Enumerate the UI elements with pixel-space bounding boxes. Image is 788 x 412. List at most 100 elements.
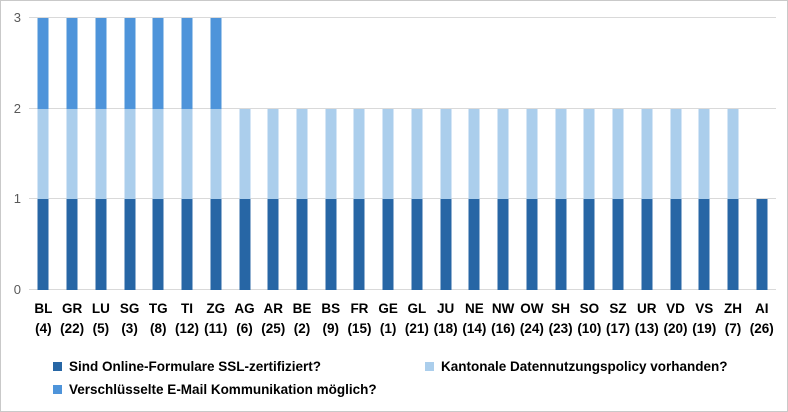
- bar-column-be: [288, 18, 317, 290]
- category-label-sz: SZ (17): [604, 299, 633, 339]
- bar-stack-ur: [641, 18, 653, 290]
- category-rank: (12): [175, 321, 200, 336]
- legend-swatch-icon: [53, 362, 62, 371]
- bar-segment-series1-vd: [670, 108, 682, 200]
- bar-segment-series1-ow: [526, 108, 538, 200]
- category-label-vd: VD (20): [661, 299, 690, 339]
- bar-stack-tg: [152, 18, 164, 290]
- bar-segment-series1-gl: [411, 108, 423, 200]
- bar-stack-be: [296, 18, 308, 290]
- category-code: FR: [350, 301, 369, 316]
- bar-stack-ar: [267, 18, 279, 290]
- bar-segment-series1-bl: [37, 108, 49, 200]
- bar-stack-ge: [382, 18, 394, 290]
- category-label-sg: SG (3): [115, 299, 144, 339]
- bar-segment-series1-zg: [210, 108, 222, 200]
- category-code: BL: [34, 301, 53, 316]
- bar-column-sg: [115, 18, 144, 290]
- bar-column-fr: [345, 18, 374, 290]
- bar-segment-series1-sh: [555, 108, 567, 200]
- category-code: GL: [407, 301, 427, 316]
- bar-segment-series0-bl: [37, 199, 49, 290]
- category-label-fr: FR (15): [345, 299, 374, 339]
- legend-label: Kantonale Datennutzungspolicy vorhanden?: [441, 359, 728, 374]
- category-rank: (15): [347, 321, 372, 336]
- y-axis: 0 1 2 3: [1, 10, 25, 297]
- bar-segment-series0-tg: [152, 199, 164, 290]
- category-rank: (3): [121, 321, 138, 336]
- category-label-tg: TG (8): [144, 299, 173, 339]
- bar-segment-series0-ju: [440, 199, 452, 290]
- legend-swatch-icon: [53, 385, 62, 394]
- category-label-bs: BS (9): [316, 299, 345, 339]
- bar-stack-fr: [353, 18, 365, 290]
- category-rank: (21): [404, 321, 429, 336]
- x-axis: BL (4) GR (22) LU (5) SG (3) TG (8) TI (12) ZG (11) AG…: [29, 299, 776, 339]
- bar-stack-vs: [698, 18, 710, 290]
- bar-column-sz: [604, 18, 633, 290]
- bar-segment-series2-sg: [124, 18, 136, 109]
- category-label-ge: GE (1): [374, 299, 403, 339]
- category-label-ne: NE (14): [460, 299, 489, 339]
- category-label-lu: LU (5): [86, 299, 115, 339]
- bar-segment-series1-ag: [239, 108, 250, 200]
- category-label-vs: VS (19): [690, 299, 719, 339]
- bar-segment-series1-zh: [727, 108, 739, 200]
- bar-segment-series1-ju: [440, 108, 452, 200]
- category-label-ag: AG (6): [230, 299, 259, 339]
- category-rank: (8): [150, 321, 167, 336]
- category-code: SO: [579, 301, 600, 316]
- category-label-so: SO (10): [575, 299, 604, 339]
- bar-stack-gl: [411, 18, 423, 290]
- category-label-ju: JU (18): [431, 299, 460, 339]
- category-label-zg: ZG (11): [201, 299, 230, 339]
- category-label-ow: OW (24): [517, 299, 546, 339]
- bar-stack-vd: [670, 18, 682, 290]
- bar-column-ai: [747, 18, 776, 290]
- category-code: NE: [465, 301, 484, 316]
- category-rank: (25): [261, 321, 286, 336]
- category-rank: (20): [663, 321, 688, 336]
- bar-segment-series0-nw: [497, 199, 509, 290]
- category-label-nw: NW (16): [489, 299, 518, 339]
- bar-stack-ne: [468, 18, 480, 290]
- bar-stack-nw: [497, 18, 509, 290]
- category-code: SZ: [609, 301, 627, 316]
- legend-item-series2: Verschlüsselte E-Mail Kommunikation mögl…: [53, 381, 425, 398]
- bar-segment-series2-zg: [210, 18, 222, 109]
- bar-segment-series0-sz: [612, 199, 624, 290]
- bar-stack-zh: [727, 18, 739, 290]
- bar-segment-series0-zh: [727, 199, 739, 290]
- bar-segment-series2-lu: [95, 18, 107, 109]
- bar-segment-series0-be: [296, 199, 308, 290]
- gridline-0: [29, 289, 776, 290]
- bar-column-nw: [489, 18, 518, 290]
- category-rank: (17): [606, 321, 631, 336]
- bar-segment-series1-tg: [152, 108, 164, 200]
- bar-column-tg: [144, 18, 173, 290]
- legend-label: Verschlüsselte E-Mail Kommunikation mögl…: [69, 382, 377, 397]
- category-rank: (5): [92, 321, 110, 336]
- gridline-2: [29, 107, 776, 109]
- bar-column-lu: [86, 18, 115, 290]
- y-tick-label-0: 0: [13, 282, 21, 297]
- bar-column-ju: [431, 18, 460, 290]
- bar-segment-series1-vs: [698, 108, 710, 200]
- category-code: NW: [491, 301, 515, 316]
- bar-column-vd: [661, 18, 690, 290]
- category-rank: (19): [692, 321, 717, 336]
- category-label-be: BE (2): [288, 299, 317, 339]
- bar-segment-series0-ur: [641, 199, 653, 290]
- category-rank: (2): [293, 321, 311, 336]
- bar-column-ur: [632, 18, 661, 290]
- bar-segment-series0-lu: [95, 199, 107, 290]
- category-code: GE: [378, 301, 398, 316]
- bar-stack-so: [583, 18, 595, 290]
- category-rank: (6): [236, 321, 253, 336]
- bar-segment-series0-gl: [411, 199, 423, 290]
- category-code: BS: [321, 301, 341, 316]
- category-label-ar: AR (25): [259, 299, 288, 339]
- bar-segment-series1-lu: [95, 108, 107, 200]
- bar-column-gl: [403, 18, 432, 290]
- bar-column-ag: [230, 18, 259, 290]
